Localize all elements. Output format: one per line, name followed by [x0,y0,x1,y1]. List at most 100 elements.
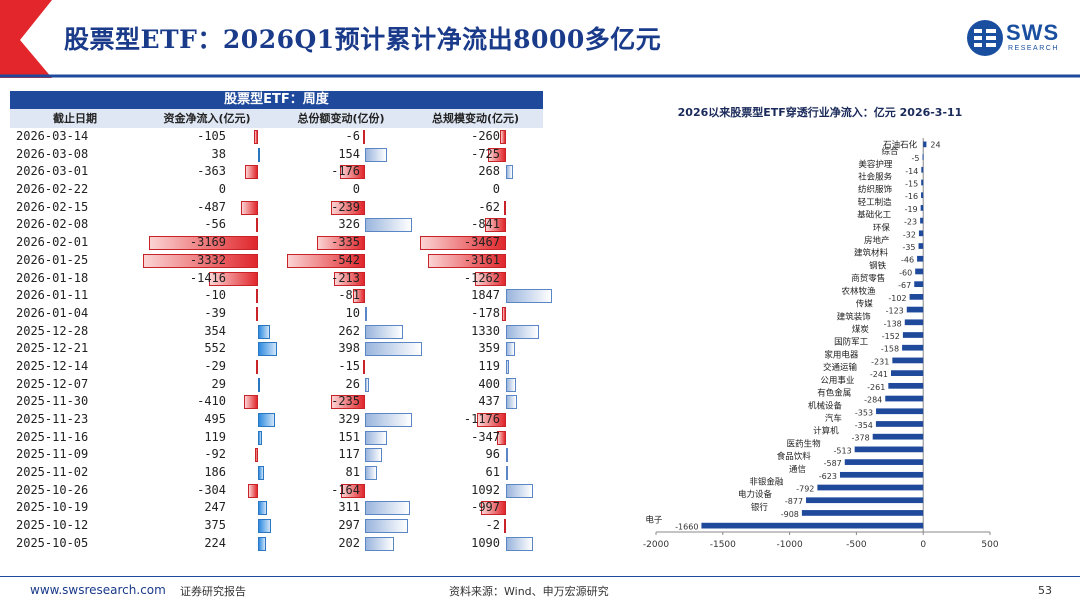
industry-bar [806,497,924,504]
data-label: -158 [881,345,899,354]
row-value: 154 [338,146,360,161]
data-label: -623 [819,472,837,481]
row-data-bar [148,236,258,251]
row-value: -3467 [463,235,500,250]
row-data-bar [506,395,517,410]
data-label: -14 [905,167,918,176]
category-label: 轻工制造 [858,197,893,208]
row-value: -2 [485,518,500,533]
industry-bar [920,205,924,211]
row-data-bar [488,147,506,162]
data-label: -513 [834,446,852,455]
row-data-bar [365,306,367,321]
x-tick-label: -1500 [710,540,736,550]
table-row: 2026-01-25 -3332 -542 -3161 [10,252,543,270]
category-label: 交通运输 [823,362,858,373]
row-value: 26 [345,376,360,391]
row-data-bar [258,147,260,162]
row-data-bar [481,501,506,516]
row-data-bar [258,430,263,445]
row-value: 0 [492,182,500,197]
row-data-bar [258,501,267,516]
industry-bar [875,421,924,427]
row-data-bar [258,377,260,392]
row-value: 119 [204,429,226,444]
data-label: -5 [912,154,920,163]
row-value: 400 [478,376,500,391]
row-data-bar [258,519,271,534]
data-label: -138 [884,319,902,328]
row-value: 224 [204,535,226,550]
row-data-bar [365,342,423,357]
row-value: -3169 [189,235,226,250]
industry-bar [888,382,924,389]
row-data-bar [256,218,258,233]
row-data-bar [485,218,506,233]
x-tick-label: -1000 [777,540,803,550]
industry-bar [891,370,924,376]
category-label: 综合 [882,146,900,157]
table-row: 2025-11-09 -92 117 96 [10,446,543,464]
industry-bar [844,459,924,465]
row-data-bar [258,324,271,339]
row-data-bar [420,236,506,251]
logo-name: SWS [1006,20,1060,45]
row-value: 262 [338,323,360,338]
row-value: 1092 [471,482,500,497]
row-value: 117 [338,447,360,462]
row-value: 398 [338,341,360,356]
row-value: -6 [345,129,360,143]
row-data-bar [506,377,516,392]
row-value: 186 [204,465,226,480]
row-value: -29 [204,358,226,373]
industry-bar [872,433,924,440]
row-data-bar [339,165,365,180]
industry-bar [817,484,924,491]
row-data-bar [499,130,506,144]
category-label: 机械设备 [808,400,843,411]
row-data-bar [506,359,509,374]
row-value: 311 [338,500,360,515]
row-value: -304 [197,482,226,497]
x-tick-label: 500 [981,540,998,550]
data-label: -1660 [675,523,698,532]
row-date: 2025-12-14 [16,358,89,373]
category-label: 纺织服饰 [858,184,893,195]
footer-url[interactable]: www.swsresearch.com [30,583,166,597]
row-data-bar [241,200,258,215]
data-label: -16 [905,192,918,201]
data-label: -378 [852,434,870,443]
industry-bar [923,141,927,148]
category-label: 有色金属 [817,388,851,399]
category-label: 煤炭 [852,324,870,335]
category-label: 农林牧渔 [842,286,877,297]
x-tick-label: -500 [846,540,867,550]
industry-bar [920,217,924,224]
col-header-shares: 总份额变动(亿份) [297,112,385,125]
row-value: -1262 [463,270,500,285]
category-label: 公用事业 [820,375,854,386]
table-row: 2026-01-04 -39 10 -178 [10,305,543,323]
row-data-bar [209,271,258,286]
industry-bar [904,319,924,326]
table-row: 2026-02-22 0 0 0 [10,181,543,199]
row-value: 10 [345,305,360,320]
row-value: -725 [471,146,500,161]
row-value: 1090 [471,535,500,550]
category-label: 电力设备 [738,489,773,500]
row-value: 1330 [471,323,500,338]
data-label: -261 [867,383,885,392]
data-label: -284 [864,396,882,405]
category-label: 钢铁 [869,260,887,271]
row-data-bar [363,130,365,144]
row-date: 2025-10-19 [16,500,89,515]
row-data-bar [334,271,365,286]
x-tick-label: -2000 [643,540,669,550]
row-value: 354 [204,323,226,338]
industry-bar [909,294,924,300]
row-data-bar [506,466,508,481]
row-date: 2025-10-12 [16,518,89,533]
data-label: -354 [855,421,873,430]
row-value: -239 [331,199,360,214]
row-data-bar [365,466,377,481]
